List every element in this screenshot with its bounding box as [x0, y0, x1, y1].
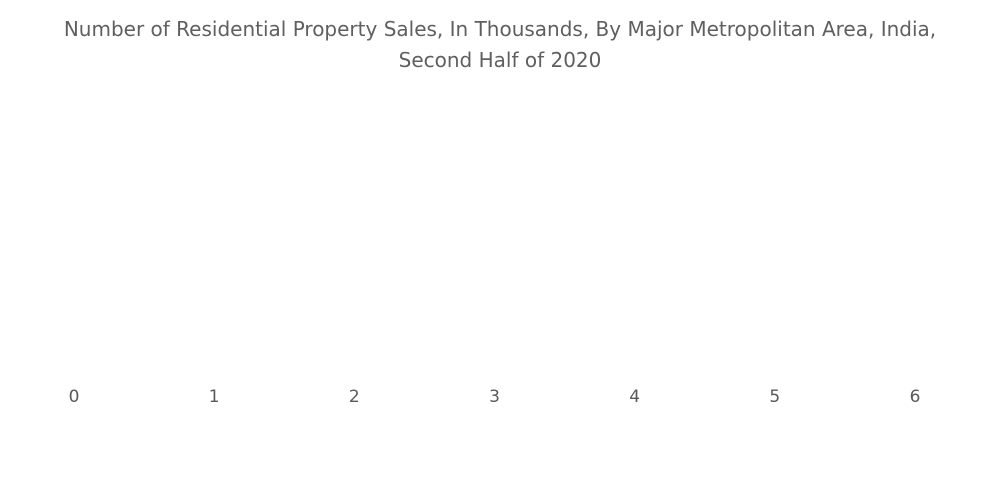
x-tick-label: 0 — [69, 387, 80, 407]
x-tick-label: 1 — [209, 387, 220, 407]
chart-title-line-1: Number of Residential Property Sales, In… — [63, 17, 937, 41]
x-tick-label: 3 — [489, 387, 500, 407]
x-tick-label: 4 — [629, 387, 640, 407]
x-tick-label: 5 — [769, 387, 780, 407]
x-tick-label: 2 — [349, 387, 360, 407]
chart-title: Number of Residential Property Sales, In… — [0, 14, 1000, 76]
chart-title-line-2: Second Half of 2020 — [398, 48, 602, 72]
x-tick-label: 6 — [910, 387, 921, 407]
x-axis: 0 1 2 3 4 5 6 — [69, 387, 921, 407]
